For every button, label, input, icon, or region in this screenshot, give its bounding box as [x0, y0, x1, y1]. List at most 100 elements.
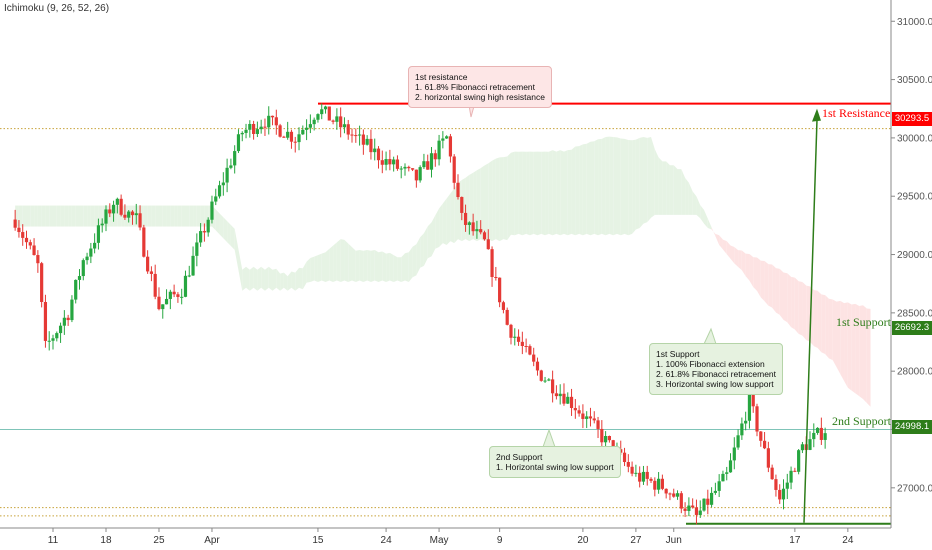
- cloud-segment: [64, 205, 69, 227]
- candle-body: [297, 134, 301, 143]
- candle-body: [452, 156, 456, 183]
- cloud-segment: [681, 169, 686, 215]
- candle-body: [172, 291, 176, 295]
- candle-body: [573, 408, 577, 411]
- candle-body: [797, 450, 801, 472]
- cloud-segment: [798, 281, 803, 336]
- cloud-segment: [465, 174, 470, 242]
- candle-body: [460, 197, 464, 213]
- candle-body: [418, 167, 422, 181]
- cloud-segment: [862, 305, 867, 403]
- candle-body: [479, 229, 483, 233]
- cloud-segment: [295, 267, 300, 291]
- cloud-segment: [370, 250, 375, 282]
- candle-body: [342, 124, 347, 128]
- cloud-segment: [526, 151, 530, 236]
- candle-body: [429, 153, 434, 170]
- candle-body: [180, 296, 184, 298]
- cloud-segment: [514, 151, 519, 236]
- cloud-segment: [170, 205, 175, 227]
- cloud-segment: [325, 248, 330, 282]
- candle-body: [361, 134, 365, 145]
- cloud-segment: [730, 245, 735, 264]
- cloud-segment: [560, 150, 564, 236]
- cloud-segment: [529, 151, 534, 236]
- candle-body: [153, 273, 157, 297]
- candle-body: [308, 124, 312, 128]
- support2-note-pointer: [542, 428, 556, 448]
- candle-body: [789, 470, 793, 483]
- cloud-segment: [37, 205, 42, 227]
- cloud-segment: [802, 281, 807, 340]
- candle-body: [558, 393, 562, 397]
- candle-body: [407, 166, 411, 169]
- candle-body: [694, 507, 699, 515]
- candle-body: [123, 214, 127, 218]
- candle-body: [486, 239, 490, 250]
- resistance-note-title: 1st resistance: [415, 72, 468, 82]
- cloud-segment: [760, 260, 765, 302]
- candle-body: [744, 420, 748, 424]
- candle-body: [13, 219, 17, 228]
- support1-note: 1st Support 1. 100% Fibonacci extension …: [649, 343, 784, 395]
- candle-body: [569, 396, 574, 409]
- cloud-segment: [94, 205, 99, 227]
- candle-body: [747, 392, 752, 421]
- cloud-segment: [321, 252, 326, 282]
- cloud-segment: [405, 252, 409, 282]
- x-tick-label: 27: [630, 535, 642, 546]
- cloud-segment: [851, 303, 856, 394]
- cloud-segment: [522, 151, 527, 236]
- cloud-segment: [840, 300, 845, 381]
- y-tick-label: 29500.0: [897, 192, 932, 203]
- projection-arrow-shaft: [803, 119, 818, 523]
- cloud-segment: [567, 149, 572, 236]
- candle-body: [191, 255, 195, 276]
- candle-body: [725, 472, 729, 474]
- cloud-segment: [257, 266, 262, 291]
- resistance-note: 1st resistance 1. 61.8% Fibonacci retrac…: [408, 66, 552, 108]
- candle-body: [539, 370, 543, 381]
- cloud-segment: [855, 303, 860, 397]
- candle-body: [286, 131, 290, 138]
- candle-body: [100, 223, 104, 226]
- candle-body: [376, 148, 381, 161]
- cloud-segment: [844, 302, 848, 388]
- cloud-segment: [310, 256, 315, 282]
- candle-body: [104, 209, 108, 224]
- candle-body: [146, 256, 150, 272]
- cloud-segment: [647, 137, 652, 223]
- cloud-segment: [620, 138, 625, 236]
- candle-body: [119, 198, 123, 215]
- support2-note-line-1: 1. Horizontal swing low support: [496, 462, 614, 472]
- cloud-segment: [484, 163, 489, 242]
- cloud-segment: [548, 150, 553, 236]
- candle-body: [331, 120, 335, 122]
- candle-body: [766, 448, 770, 468]
- candle-body: [149, 271, 154, 274]
- cloud-segment: [510, 151, 515, 236]
- cloud-segment: [666, 161, 670, 215]
- cloud-segment: [787, 273, 792, 328]
- cloud-segment: [79, 205, 84, 227]
- x-tick-label: 24: [381, 535, 393, 546]
- cloud-segment: [393, 255, 398, 282]
- cloud-segment: [336, 239, 341, 282]
- cloud-segment: [753, 257, 758, 291]
- cloud-segment: [276, 268, 281, 291]
- cloud-segment: [291, 271, 296, 291]
- candle-body: [467, 222, 471, 225]
- candle-body: [433, 153, 437, 160]
- candle-body: [683, 508, 687, 511]
- cloud-segment: [859, 305, 863, 399]
- candle-body: [622, 452, 627, 463]
- cloud-segment: [230, 224, 235, 250]
- cloud-segment: [242, 266, 247, 291]
- cloud-segment: [545, 151, 549, 236]
- candle-body: [85, 256, 89, 261]
- cloud-segment: [488, 160, 493, 242]
- support1-note-line-3: 3. Horizontal swing low support: [656, 379, 774, 389]
- candle-body: [282, 136, 286, 138]
- cloud-segment: [26, 205, 31, 227]
